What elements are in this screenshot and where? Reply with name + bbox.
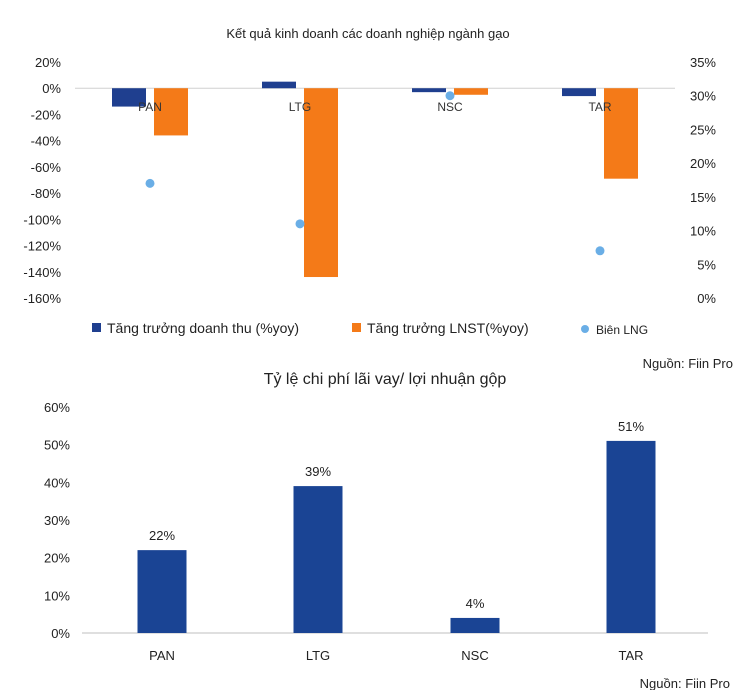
chart1-category-label: NSC [437,100,463,114]
chart1-y-tick: -60% [31,160,62,175]
chart2-category-label: PAN [149,648,175,663]
legend-swatch-revenue [92,323,101,332]
chart2-y-tick: 50% [44,438,70,453]
revenue-growth-bar-ltg [262,81,296,89]
legend-label-gross-margin: Biên LNG [596,323,648,337]
profit-growth-bar-ltg [304,88,338,278]
chart2-y-tick: 60% [44,400,70,415]
profit-growth-bar-nsc [454,88,488,95]
chart1-y-tick: -20% [31,107,62,122]
chart1-title: Kết quả kinh doanh các doanh nghiệp ngàn… [226,26,509,41]
chart1-y2-tick: 20% [690,156,716,171]
profit-growth-bar-tar [604,88,638,179]
chart2-category-label: LTG [306,648,330,663]
chart1-y-tick: -40% [31,134,62,149]
chart1-category-label: PAN [138,100,162,114]
chart2-category-label: TAR [618,648,643,663]
chart2-data-label: 51% [618,419,644,434]
chart2-source: Nguồn: Fiin Pro [640,676,730,690]
chart1-y2-tick: 10% [690,224,716,239]
chart1-y-tick: -80% [31,186,62,201]
chart1-source: Nguồn: Fiin Pro [643,356,733,371]
legend-swatch-gross-margin [581,325,589,333]
gross-margin-point-ltg [295,219,305,229]
chart1-y-tick: -140% [23,265,61,280]
chart1-y-tick: -120% [23,239,61,254]
chart1-y2-tick: 35% [690,55,716,70]
profit-growth-bar-pan [154,88,188,136]
chart1-y2-tick: 25% [690,122,716,137]
chart1-legend: Tăng trưởng doanh thu (%yoy) Tăng trưởng… [92,320,648,337]
chart2-data-label: 22% [149,528,175,543]
chart1-y-tick: 20% [35,55,61,70]
chart2-y-tick: 20% [44,551,70,566]
interest-ratio-bar-pan [137,550,187,633]
interest-ratio-bar-tar [606,440,656,633]
legend-label-profit: Tăng trưởng LNST(%yoy) [367,320,529,336]
chart2-y-tick: 10% [44,588,70,603]
chart2-category-label: NSC [461,648,488,663]
chart1-category-label: TAR [588,100,611,114]
chart1-y-tick: -100% [23,212,61,227]
chart2-data-label: 39% [305,464,331,479]
chart1-y-tick: -160% [23,291,61,306]
chart2-title: Tỷ lệ chi phí lãi vay/ lợi nhuận gộp [264,371,507,388]
gross-margin-point-tar [595,246,605,256]
chart1-y2-tick: 5% [697,257,716,272]
chart2-data-label: 4% [466,596,485,611]
chart1-y2-tick: 0% [697,291,716,306]
legend-label-revenue: Tăng trưởng doanh thu (%yoy) [107,320,299,336]
chart2-y-tick: 30% [44,513,70,528]
revenue-growth-bar-nsc [412,88,446,93]
chart1-y2-tick: 15% [690,190,716,205]
interest-ratio-bar-ltg [293,486,343,633]
chart1-y-tick: 0% [42,81,61,96]
interest-ratio-bar-nsc [450,617,500,633]
legend-swatch-profit [352,323,361,332]
chart1-category-label: LTG [289,100,311,114]
revenue-growth-bar-tar [562,88,596,97]
chart1-y2-tick: 30% [690,89,716,104]
gross-margin-point-pan [145,178,155,188]
chart2-y-tick: 0% [51,626,70,641]
gross-margin-point-nsc [445,91,455,101]
chart2-y-tick: 40% [44,475,70,490]
revenue-growth-bar-pan [112,88,146,107]
